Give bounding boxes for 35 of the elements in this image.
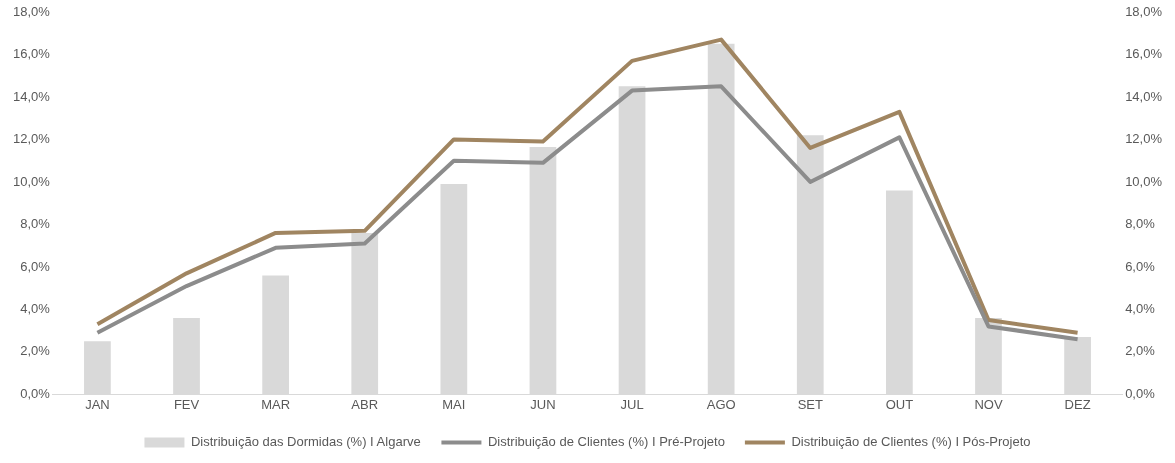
y2-tick-label: 12,0% bbox=[1125, 131, 1163, 147]
y-tick-label: 6,0% bbox=[20, 258, 51, 274]
y2-tick-label: 8,0% bbox=[1125, 216, 1156, 232]
x-tick-label: NOV bbox=[974, 396, 1003, 412]
x-tick-label: OUT bbox=[885, 396, 914, 412]
y2-tick-label: 16,0% bbox=[1125, 46, 1163, 62]
y-tick-label: 10,0% bbox=[12, 173, 51, 189]
x-tick-label: MAR bbox=[261, 396, 291, 412]
y-tick-label: 14,0% bbox=[12, 88, 51, 104]
x-tick-label: ABR bbox=[351, 396, 379, 412]
y2-tick-label: 4,0% bbox=[1125, 301, 1156, 316]
y2-tick-label: 10,0% bbox=[1125, 173, 1163, 189]
legend-label: Distribuição de Clientes (%) I Pós-Projeto bbox=[791, 434, 1031, 450]
y-tick-label: 0,0% bbox=[20, 385, 51, 401]
x-tick-label: JUL bbox=[620, 396, 644, 412]
legend-label: Distribuição das Dormidas (%) I Algarve bbox=[190, 434, 421, 450]
x-tick-label: SET bbox=[797, 396, 823, 412]
x-tick-label: FEV bbox=[173, 396, 200, 412]
x-tick-label: AGO bbox=[706, 396, 736, 412]
y2-tick-label: 6,0% bbox=[1125, 258, 1156, 274]
y-tick-label: 4,0% bbox=[20, 301, 51, 316]
y2-tick-label: 18,0% bbox=[1125, 3, 1163, 19]
y2-tick-label: 14,0% bbox=[1125, 88, 1163, 104]
x-tick-label: DEZ bbox=[1064, 396, 1091, 412]
legend-label: Distribuição de Clientes (%) I Pré-Projeto bbox=[487, 434, 725, 450]
y2-tick-label: 2,0% bbox=[1125, 343, 1156, 359]
y-tick-label: 8,0% bbox=[20, 216, 51, 232]
y-tick-label: 12,0% bbox=[12, 131, 51, 147]
y2-tick-label: 0,0% bbox=[1125, 385, 1156, 401]
y-tick-label: 2,0% bbox=[20, 343, 51, 359]
x-tick-label: JUN bbox=[530, 396, 556, 412]
y-tick-label: 18,0% bbox=[12, 3, 51, 19]
x-tick-label: JAN bbox=[85, 396, 110, 412]
x-tick-label: MAI bbox=[442, 396, 466, 412]
y-tick-label: 16,0% bbox=[12, 46, 51, 62]
